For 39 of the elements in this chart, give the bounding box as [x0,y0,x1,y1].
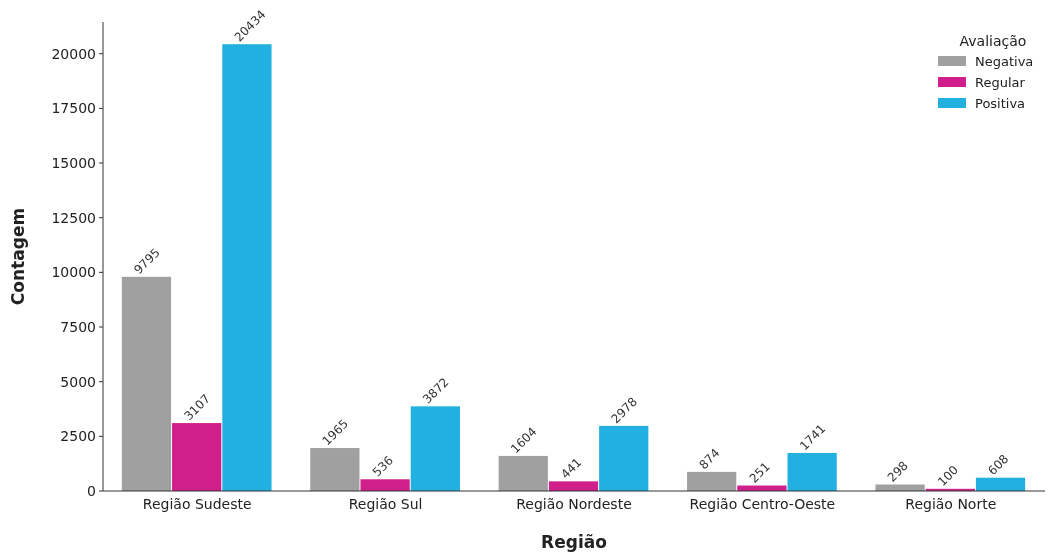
y-tick-label: 2500 [60,428,96,445]
x-tick-label: Região Sul [348,496,423,512]
bar [975,477,1026,491]
x-axis-title: Região [541,532,607,552]
legend-label: Negativa [975,53,1034,69]
x-tick-label: Região Centro-Oeste [689,496,836,512]
bar [787,452,837,491]
y-tick-label: 17500 [51,100,96,117]
bar [222,44,272,491]
y-tick-label: 0 [87,482,96,499]
legend-label: Positiva [975,95,1026,111]
bar [498,455,548,491]
y-tick-label: 10000 [51,264,96,281]
x-tick-label: Região Sudeste [142,496,252,512]
bar [410,406,460,491]
bar [121,276,172,491]
y-tick-label: 20000 [51,45,96,62]
bar [599,425,649,491]
data-label: 608 [985,451,1012,478]
bar [310,448,360,491]
data-label: 100 [935,462,962,489]
y-tick-label: 5000 [60,373,96,390]
y-tick-label: 12500 [51,209,96,226]
bar [360,479,410,491]
bar [172,423,222,491]
data-label: 441 [558,455,585,482]
bar [875,484,925,491]
y-tick-label: 15000 [51,154,96,171]
legend-title: Avaliação [959,33,1027,49]
y-tick-label: 7500 [60,318,96,335]
legend-label: Regular [975,74,1026,90]
bar [687,471,737,491]
data-label: 874 [696,445,723,473]
x-tick-label: Região Norte [905,496,997,512]
y-axis-title: Contagem [8,207,28,306]
data-label: 251 [746,459,773,486]
bar [548,481,599,491]
data-label: 536 [369,453,396,480]
x-tick-label: Região Nordeste [516,496,632,512]
